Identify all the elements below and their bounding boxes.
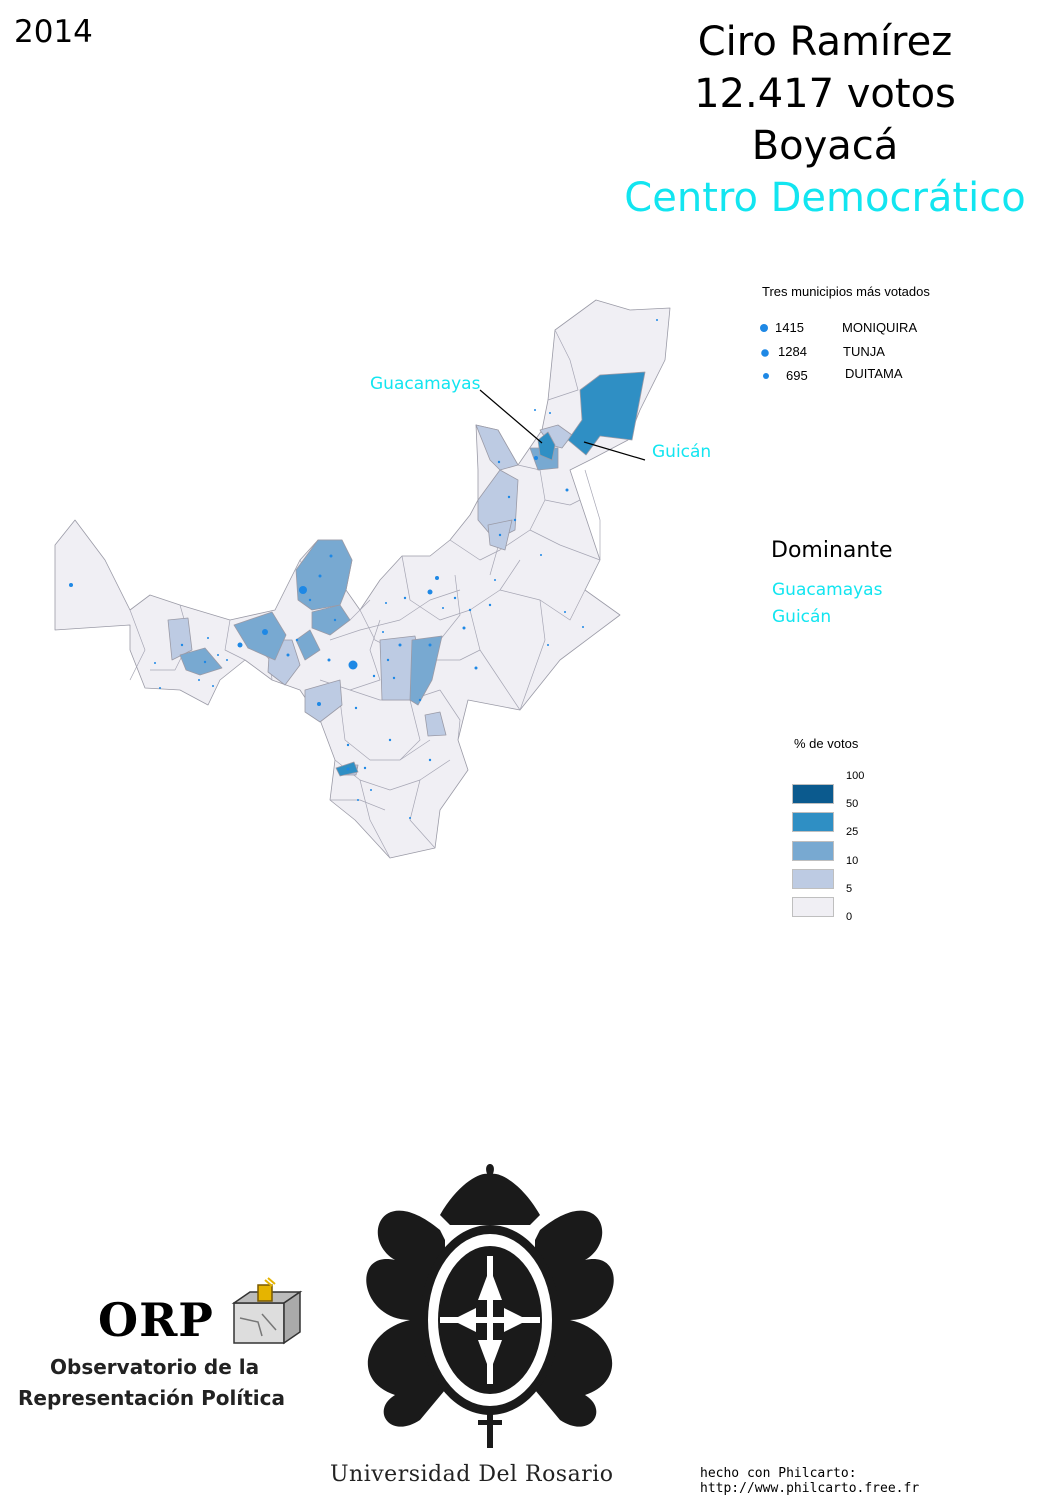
orp-line-1: Observatorio de la xyxy=(50,1355,260,1379)
region-guican xyxy=(567,371,646,456)
legend-bubble-2 xyxy=(761,349,769,357)
top-votes-2: 1284 xyxy=(778,344,807,359)
legend-break: 0 xyxy=(846,911,853,923)
legend-break: 100 xyxy=(846,770,865,782)
orp-logo-text: ORP xyxy=(98,1293,214,1347)
top-name-2: TUNJA xyxy=(843,344,885,359)
party-name: Centro Democrático xyxy=(624,175,1026,221)
legend-title: % de votos xyxy=(794,736,859,751)
legend-swatch-10-25 xyxy=(792,841,834,861)
region-class10-g xyxy=(295,629,321,661)
university-name: Universidad Del Rosario xyxy=(330,1462,614,1487)
legend-bubble-1 xyxy=(760,324,768,332)
top-name-1: MONIQUIRA xyxy=(842,320,918,335)
legend-swatch-50-100 xyxy=(792,784,834,804)
guican-label: Guicán xyxy=(652,442,712,462)
legend-swatch-0-5 xyxy=(792,897,834,917)
top-votes-3: 695 xyxy=(786,368,808,383)
dominant-title: Dominante xyxy=(771,538,893,563)
dominant-item-1: Guacamayas xyxy=(772,580,883,600)
region-class5-g xyxy=(304,679,343,723)
vote-total: 12.417 votos xyxy=(694,71,956,117)
guacamayas-label: Guacamayas xyxy=(370,374,481,394)
top-votes-1: 1415 xyxy=(775,320,804,335)
region-class10-c xyxy=(179,647,223,676)
legend-break: 5 xyxy=(846,883,853,895)
bubble-moniquira xyxy=(348,660,358,670)
region-class10-a xyxy=(295,539,353,611)
guican-leader xyxy=(583,441,646,461)
legend-break: 10 xyxy=(846,855,859,867)
region-class10-b xyxy=(233,611,287,661)
region-class5-a xyxy=(475,424,519,471)
legend-break: 25 xyxy=(846,826,859,838)
top-municipalities-title: Tres municipios más votados xyxy=(762,284,930,299)
year-label: 2014 xyxy=(14,14,93,50)
region-class10-f xyxy=(311,604,351,636)
dominant-item-2: Guicán xyxy=(772,607,832,627)
department-name: Boyacá xyxy=(751,123,899,169)
bubble-duitama xyxy=(262,629,268,635)
region-class5-e xyxy=(167,617,193,661)
region-class5-j xyxy=(424,711,447,737)
legend-swatch-25-50 xyxy=(792,812,834,832)
top-name-3: DUITAMA xyxy=(845,366,903,381)
orp-line-2: Representación Política xyxy=(18,1386,286,1410)
legend-bubble-3 xyxy=(763,373,769,379)
legend-swatch-5-10 xyxy=(792,869,834,889)
legend-break: 50 xyxy=(846,798,859,810)
philcarto-credit: hecho con Philcarto: http://www.philcart… xyxy=(700,1466,920,1496)
candidate-name: Ciro Ramírez xyxy=(697,19,953,65)
region-class10-d xyxy=(409,635,443,706)
guacamayas-leader xyxy=(479,389,543,444)
bubble-tunja xyxy=(299,586,307,594)
region-guacamayas xyxy=(537,431,556,461)
